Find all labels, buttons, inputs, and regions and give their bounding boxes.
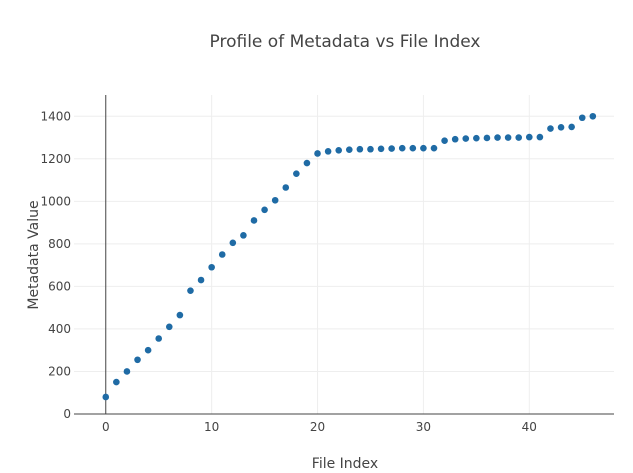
data-point	[113, 378, 120, 386]
data-point	[504, 134, 512, 141]
y-tick-label: 0	[63, 407, 71, 421]
data-point	[525, 133, 533, 141]
points-layer	[102, 112, 597, 401]
data-point	[218, 251, 226, 258]
data-point	[240, 232, 247, 239]
x-tick-label: 30	[416, 420, 431, 434]
data-point	[398, 144, 406, 152]
data-point	[250, 217, 258, 224]
data-point	[430, 144, 438, 152]
data-point	[388, 145, 395, 152]
data-point	[494, 134, 501, 141]
data-point	[155, 335, 163, 342]
grid-layer	[74, 95, 614, 414]
data-point	[367, 145, 374, 153]
data-point	[144, 346, 152, 354]
data-point	[409, 144, 417, 152]
data-point	[568, 123, 575, 131]
data-point	[197, 276, 205, 284]
x-tick-label: 20	[310, 420, 325, 434]
data-point	[123, 368, 131, 375]
axis-layer	[74, 95, 614, 415]
chart-title: Profile of Metadata vs File Index	[210, 32, 481, 52]
x-tick-label: 10	[204, 420, 219, 434]
data-point	[483, 134, 491, 142]
data-point	[102, 393, 110, 401]
data-point	[589, 112, 597, 120]
data-point	[282, 184, 290, 191]
data-point	[420, 144, 427, 152]
data-point	[229, 239, 237, 247]
data-point	[557, 124, 565, 131]
data-point	[441, 137, 448, 145]
data-point	[165, 323, 173, 331]
y-tick-label: 600	[48, 279, 71, 293]
data-point	[271, 196, 279, 204]
x-axis-label: File Index	[312, 456, 378, 472]
x-tick-label: 0	[102, 420, 110, 434]
y-tick-label: 200	[48, 364, 71, 378]
data-point	[547, 125, 554, 132]
data-point	[462, 135, 470, 142]
data-point	[293, 170, 300, 177]
x-tick-label: 40	[522, 420, 537, 434]
data-point	[356, 145, 364, 153]
data-point	[176, 311, 184, 319]
y-tick-label: 1200	[40, 152, 71, 166]
data-point	[187, 287, 194, 294]
y-axis-label: Metadata Value	[26, 200, 42, 309]
data-point	[335, 146, 343, 154]
data-point	[451, 135, 459, 143]
y-tick-label: 800	[48, 237, 71, 251]
data-point	[345, 146, 353, 153]
data-point	[324, 148, 332, 155]
data-point	[515, 134, 523, 141]
data-point	[377, 145, 385, 153]
y-tick-label: 1400	[40, 109, 71, 123]
y-tick-label: 400	[48, 322, 71, 336]
data-point	[134, 356, 141, 364]
data-point	[473, 134, 480, 142]
data-point	[314, 150, 321, 157]
data-point	[208, 263, 215, 271]
data-point	[536, 133, 544, 141]
data-point	[578, 114, 586, 122]
y-tick-label: 1000	[40, 194, 71, 208]
data-point	[303, 159, 311, 167]
data-point	[261, 206, 268, 214]
